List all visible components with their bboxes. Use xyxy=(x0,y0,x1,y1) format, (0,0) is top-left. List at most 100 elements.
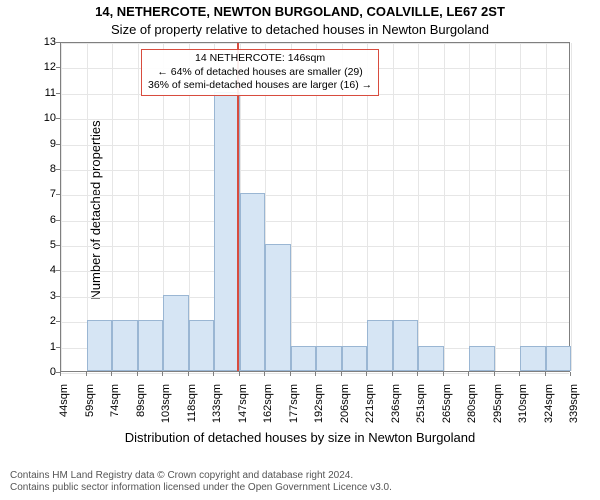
y-tick-mark xyxy=(56,296,60,297)
x-tick-label: 251sqm xyxy=(415,384,427,434)
x-tick-mark xyxy=(86,372,87,376)
x-tick-label: 206sqm xyxy=(339,384,351,434)
x-tick-mark xyxy=(494,372,495,376)
histogram-bar xyxy=(138,320,164,371)
histogram-bar xyxy=(546,346,572,371)
x-tick-label: 324sqm xyxy=(543,384,555,434)
chart-title: 14, NETHERCOTE, NEWTON BURGOLAND, COALVI… xyxy=(0,4,600,19)
gridline-vertical xyxy=(61,43,62,371)
gridline-vertical xyxy=(444,43,445,371)
x-tick-label: 89sqm xyxy=(135,384,147,434)
footer-line1: Contains HM Land Registry data © Crown c… xyxy=(10,470,392,482)
y-tick-label: 7 xyxy=(16,188,56,200)
histogram-bar xyxy=(163,295,189,371)
x-tick-mark xyxy=(519,372,520,376)
histogram-bar xyxy=(316,346,342,371)
x-tick-label: 221sqm xyxy=(364,384,376,434)
x-tick-mark xyxy=(417,372,418,376)
histogram-bar xyxy=(520,346,546,371)
annotation-box: 14 NETHERCOTE: 146sqm← 64% of detached h… xyxy=(141,49,379,96)
y-tick-mark xyxy=(56,169,60,170)
histogram-bar xyxy=(469,346,495,371)
x-tick-label: 103sqm xyxy=(160,384,172,434)
y-tick-label: 2 xyxy=(16,315,56,327)
y-tick-mark xyxy=(56,245,60,246)
x-tick-label: 280sqm xyxy=(466,384,478,434)
histogram-bar xyxy=(418,346,444,371)
x-tick-mark xyxy=(468,372,469,376)
x-tick-label: 236sqm xyxy=(390,384,402,434)
y-tick-label: 9 xyxy=(16,138,56,150)
gridline-vertical xyxy=(571,43,572,371)
y-tick-label: 3 xyxy=(16,290,56,302)
x-tick-mark xyxy=(570,372,571,376)
y-tick-mark xyxy=(56,270,60,271)
x-tick-label: 44sqm xyxy=(58,384,70,434)
y-tick-mark xyxy=(56,220,60,221)
y-tick-label: 1 xyxy=(16,341,56,353)
x-tick-mark xyxy=(162,372,163,376)
plot-area: 14 NETHERCOTE: 146sqm← 64% of detached h… xyxy=(60,42,570,372)
x-tick-mark xyxy=(137,372,138,376)
x-tick-label: 118sqm xyxy=(186,384,198,434)
y-tick-label: 11 xyxy=(16,87,56,99)
x-tick-mark xyxy=(264,372,265,376)
histogram-bar xyxy=(265,244,291,371)
histogram-bar xyxy=(189,320,215,371)
y-tick-label: 12 xyxy=(16,61,56,73)
y-tick-label: 13 xyxy=(16,36,56,48)
x-tick-mark xyxy=(213,372,214,376)
x-tick-mark xyxy=(60,372,61,376)
x-tick-label: 177sqm xyxy=(288,384,300,434)
x-tick-label: 295sqm xyxy=(492,384,504,434)
histogram-bar xyxy=(240,193,266,371)
x-tick-mark xyxy=(545,372,546,376)
x-tick-label: 147sqm xyxy=(237,384,249,434)
x-tick-label: 133sqm xyxy=(211,384,223,434)
chart-subtitle: Size of property relative to detached ho… xyxy=(0,22,600,37)
y-tick-label: 10 xyxy=(16,112,56,124)
histogram-bar xyxy=(87,320,113,371)
x-tick-mark xyxy=(290,372,291,376)
x-tick-mark xyxy=(392,372,393,376)
annotation-line3: 36% of semi-detached houses are larger (… xyxy=(148,79,372,93)
x-tick-mark xyxy=(111,372,112,376)
x-tick-mark xyxy=(443,372,444,376)
histogram-bar xyxy=(393,320,419,371)
gridline-vertical xyxy=(418,43,419,371)
footer-line2: Contains public sector information licen… xyxy=(10,482,392,494)
y-tick-mark xyxy=(56,144,60,145)
y-tick-label: 8 xyxy=(16,163,56,175)
y-tick-label: 0 xyxy=(16,366,56,378)
y-tick-label: 6 xyxy=(16,214,56,226)
y-tick-label: 4 xyxy=(16,264,56,276)
histogram-bar xyxy=(367,320,393,371)
gridline-vertical xyxy=(469,43,470,371)
x-tick-label: 310sqm xyxy=(517,384,529,434)
y-tick-label: 5 xyxy=(16,239,56,251)
x-tick-label: 74sqm xyxy=(109,384,121,434)
gridline-vertical xyxy=(546,43,547,371)
y-tick-mark xyxy=(56,194,60,195)
x-tick-label: 192sqm xyxy=(313,384,325,434)
histogram-bar xyxy=(214,92,240,371)
histogram-bar xyxy=(112,320,138,371)
gridline-vertical xyxy=(495,43,496,371)
x-tick-mark xyxy=(366,372,367,376)
y-tick-mark xyxy=(56,118,60,119)
gridline-vertical xyxy=(520,43,521,371)
x-tick-mark xyxy=(188,372,189,376)
x-tick-mark xyxy=(239,372,240,376)
y-tick-mark xyxy=(56,321,60,322)
y-tick-mark xyxy=(56,67,60,68)
x-tick-mark xyxy=(315,372,316,376)
x-tick-label: 162sqm xyxy=(262,384,274,434)
chart-container: 14, NETHERCOTE, NEWTON BURGOLAND, COALVI… xyxy=(0,0,600,500)
y-tick-mark xyxy=(56,93,60,94)
x-tick-label: 339sqm xyxy=(568,384,580,434)
x-tick-mark xyxy=(341,372,342,376)
footer-attribution: Contains HM Land Registry data © Crown c… xyxy=(10,470,392,494)
x-tick-label: 59sqm xyxy=(84,384,96,434)
histogram-bar xyxy=(342,346,368,371)
annotation-line2: ← 64% of detached houses are smaller (29… xyxy=(148,66,372,80)
